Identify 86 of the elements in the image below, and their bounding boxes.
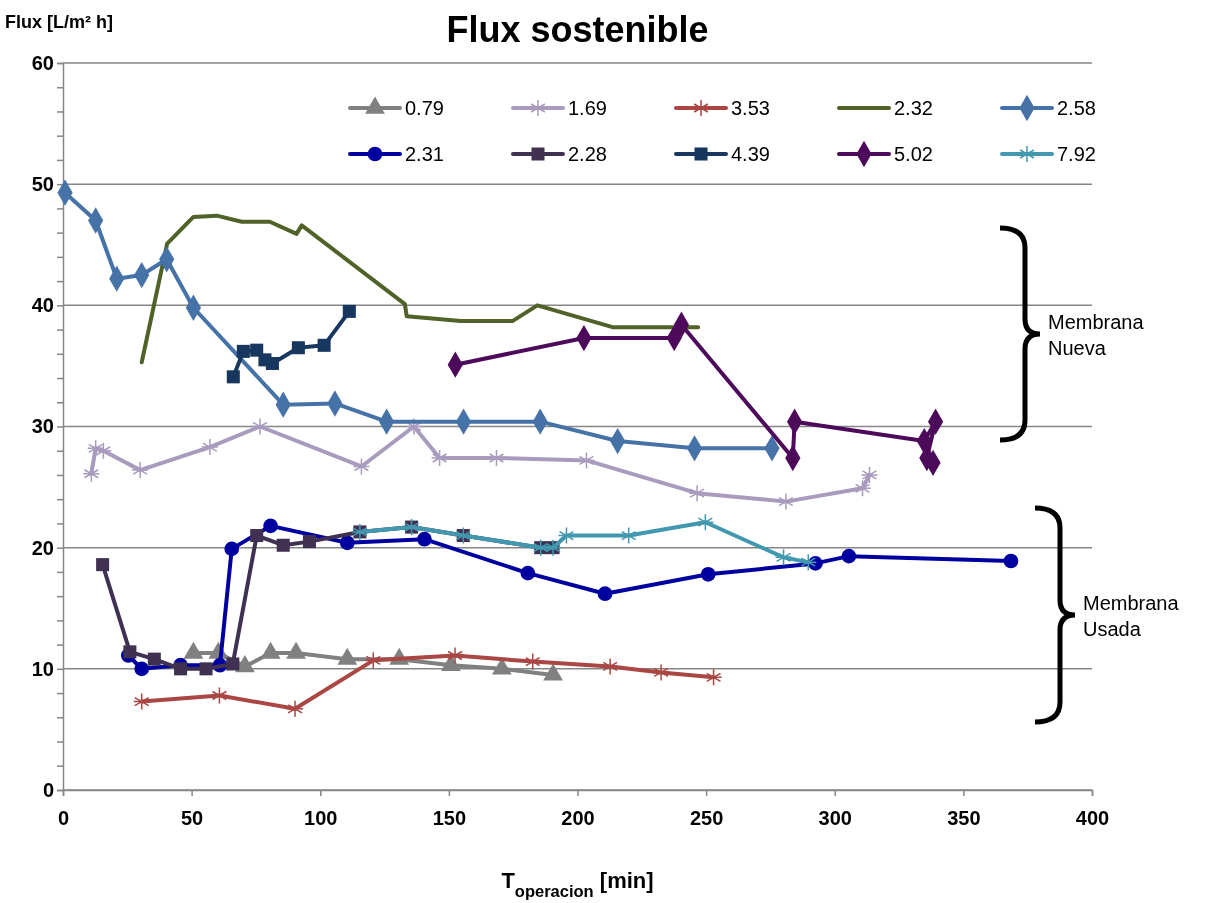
point [774,548,793,567]
point [265,356,279,371]
point [201,438,219,456]
point [352,457,371,476]
point [364,651,382,670]
point [446,646,464,665]
point [487,449,506,467]
point [853,479,872,498]
point [250,529,264,543]
point [86,439,105,458]
y-tick-label: 30 [31,415,54,438]
point [82,465,101,483]
point [199,662,213,676]
annotation: Membrana Usada [1083,592,1180,640]
point [147,652,161,666]
legend-label: 1.69 [568,97,607,119]
point [577,451,596,470]
chart-title: Flux sostenible [446,9,709,50]
y-tick-label: 20 [31,536,54,559]
point [131,461,149,479]
point [523,652,542,671]
line-series [139,213,701,365]
legend-label: 2.31 [405,143,444,165]
x-tick-label: 200 [561,807,595,829]
x-tick-label: 350 [947,807,981,829]
x-tick-label: 250 [689,807,724,829]
point [276,538,290,552]
point [317,338,331,352]
x-tick-label: 400 [1075,807,1110,829]
point [700,566,716,582]
point [94,441,113,460]
point [210,686,229,705]
legend-label: 2.58 [1057,97,1096,119]
x-axis-title: T$_{operacion}$ [min] [501,868,654,900]
legend-label: 5.02 [894,143,933,165]
point [132,692,151,711]
point [417,531,432,547]
y-tick-label: 60 [31,51,54,74]
point [557,526,576,545]
point [1003,553,1019,569]
point [123,645,137,659]
point [291,341,305,355]
x-tick-label: 100 [304,807,338,829]
legend-label: 0.79 [405,97,444,119]
point [619,526,638,545]
point [704,668,723,687]
point [652,663,670,682]
point [601,657,619,676]
legend-label: 3.53 [731,97,770,119]
point [841,548,857,564]
legend-label: 2.28 [568,143,607,165]
point [251,417,269,436]
point [430,449,449,467]
x-tick-label: 150 [432,807,467,829]
point [96,558,110,572]
y-tick-label: 50 [31,173,54,196]
point [688,484,706,502]
legend-label: 2.32 [894,97,933,119]
point [286,700,304,718]
point [405,417,423,436]
x-tick-label: 300 [818,807,852,829]
y-axis-title: Flux [L/m² h] [5,12,113,32]
point [777,492,795,511]
point [342,304,356,318]
y-tick-label: 0 [42,778,54,801]
point [696,513,715,531]
point [302,535,316,549]
point [224,541,240,557]
legend-label: 4.39 [731,143,770,165]
point [263,518,278,534]
point [799,553,817,571]
legend-label: 7.92 [1057,143,1096,165]
point [134,661,150,677]
point [339,535,355,551]
y-tick-label: 10 [31,657,54,680]
point [236,344,250,358]
x-tick-label: 0 [57,807,70,829]
x-tick-label: 50 [181,807,204,829]
point [226,370,240,384]
point [597,586,613,602]
annotation: Membrana Nueva [1048,311,1145,359]
point [860,466,879,484]
point [520,565,536,581]
point [174,662,188,676]
y-tick-label: 40 [31,294,54,317]
point [226,657,240,671]
